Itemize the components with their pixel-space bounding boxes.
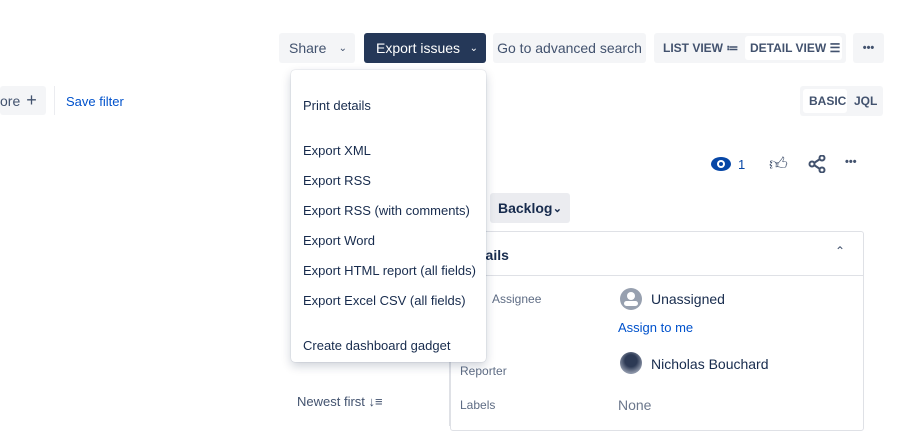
menu-item-export-csv[interactable]: Export Excel CSV (all fields) xyxy=(303,293,466,308)
more-filters-button[interactable]: ore + xyxy=(0,86,46,115)
chevron-down-icon: ⌄ xyxy=(552,202,562,215)
search-mode-toggle: BASIC JQL xyxy=(800,86,883,116)
jql-mode-button[interactable]: JQL xyxy=(854,94,878,108)
divider xyxy=(54,86,55,115)
menu-item-export-html[interactable]: Export HTML report (all fields) xyxy=(303,263,476,278)
menu-item-export-xml[interactable]: Export XML xyxy=(303,143,371,158)
export-issues-button[interactable]: Export issues ⌄ xyxy=(364,33,486,63)
status-label: Backlog xyxy=(498,200,553,216)
assign-to-me-link[interactable]: Assign to me xyxy=(618,320,694,335)
list-view-label: LIST VIEW xyxy=(663,41,723,55)
more-actions-button[interactable]: ••• xyxy=(853,33,884,63)
assignee-value[interactable]: Unassigned xyxy=(651,291,725,307)
menu-item-export-rss[interactable]: Export RSS xyxy=(303,173,371,188)
status-button[interactable]: Backlog ⌄ xyxy=(490,193,570,223)
menu-item-export-word[interactable]: Export Word xyxy=(303,233,376,248)
like-icon[interactable]: 👍︎ xyxy=(769,154,788,174)
list-view-button[interactable]: LIST VIEW ≔ xyxy=(663,41,738,55)
labels-value[interactable]: None xyxy=(618,397,652,413)
eye-icon[interactable] xyxy=(711,157,731,171)
detail-view-label: DETAIL VIEW xyxy=(750,41,827,55)
menu-item-export-rss-comments[interactable]: Export RSS (with comments) xyxy=(303,203,470,218)
reporter-label: Reporter xyxy=(460,364,507,378)
issue-more-icon[interactable]: ••• xyxy=(845,156,857,168)
advanced-search-button[interactable]: Go to advanced search xyxy=(493,33,646,63)
watcher-count: 1 xyxy=(738,157,746,172)
more-label: ore xyxy=(0,92,21,109)
export-menu: Print details Export XML Export RSS Expo… xyxy=(291,70,486,362)
sort-label: Newest first xyxy=(297,394,365,409)
share-icon[interactable] xyxy=(808,155,826,173)
chevron-up-icon[interactable]: ⌃ xyxy=(835,244,846,258)
view-toggle: LIST VIEW ≔ DETAIL VIEW ☰ xyxy=(654,33,846,63)
chevron-down-icon: ⌄ xyxy=(338,42,347,54)
sort-button[interactable]: Newest first ↓≡ xyxy=(297,394,383,409)
unassigned-avatar xyxy=(620,288,642,310)
more-icon: ••• xyxy=(862,42,875,54)
export-label: Export issues xyxy=(376,40,461,56)
list-icon: ≔ xyxy=(726,41,739,55)
labels-label: Labels xyxy=(460,398,496,412)
assignee-label: Assignee xyxy=(492,292,542,306)
reporter-avatar xyxy=(620,352,642,374)
sort-icon: ↓≡ xyxy=(368,394,383,409)
share-button[interactable]: Share ⌄ xyxy=(279,33,355,63)
detail-view-button[interactable]: DETAIL VIEW ☰ xyxy=(745,36,842,60)
basic-mode-button[interactable]: BASIC xyxy=(803,89,847,113)
share-label: Share xyxy=(289,40,327,56)
save-filter-link[interactable]: Save filter xyxy=(66,94,124,109)
chevron-down-icon: ⌄ xyxy=(469,42,478,54)
menu-item-print-details[interactable]: Print details xyxy=(303,98,371,113)
reporter-value[interactable]: Nicholas Bouchard xyxy=(651,356,769,372)
advanced-label: Go to advanced search xyxy=(497,40,642,56)
plus-icon: + xyxy=(26,90,37,110)
detail-icon: ☰ xyxy=(829,41,841,55)
menu-item-create-gadget[interactable]: Create dashboard gadget xyxy=(303,338,451,353)
